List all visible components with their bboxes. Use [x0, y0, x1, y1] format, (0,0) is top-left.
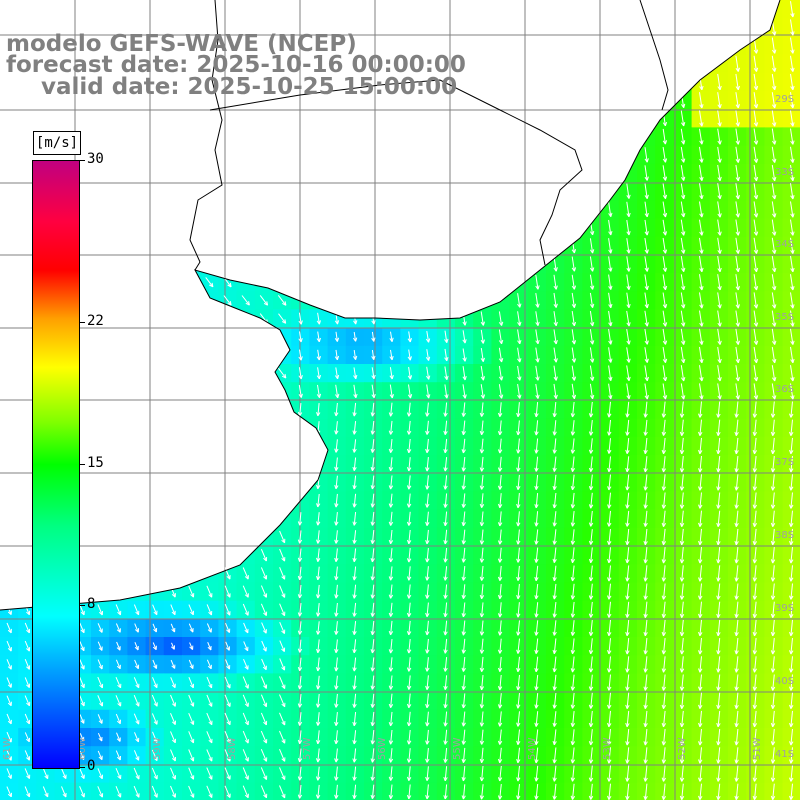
colorbar-tick-mark	[79, 321, 85, 323]
colorbar-tick-label: 8	[87, 596, 96, 613]
colorbar-tick-label: 30	[87, 151, 104, 167]
colorbar-tick-mark	[79, 605, 85, 607]
longitude-label: 55W	[452, 737, 463, 760]
longitude-label: 61W	[2, 737, 13, 760]
colorbar-tick-label: 15	[87, 454, 104, 471]
longitude-label: 56W	[377, 737, 388, 760]
colorbar-tick-mark	[79, 160, 85, 161]
valid-date: valid date: 2025-10-25 15:00:00	[41, 74, 458, 100]
latitude-label: 34S	[775, 239, 794, 250]
longitude-label: 58W	[227, 737, 238, 760]
longitude-label: 51W	[752, 737, 763, 760]
colorbar-tick-label: 22	[87, 312, 104, 329]
colorbar-tick-mark	[79, 463, 85, 465]
colorbar-tick-mark	[79, 767, 85, 768]
latitude-label: 33S	[775, 167, 794, 178]
colorbar	[32, 160, 80, 769]
latitude-label: 38S	[775, 530, 794, 541]
latitude-label: 29S	[775, 94, 794, 105]
colorbar-tick-label: 0	[87, 758, 96, 774]
longitude-label: 53W	[602, 737, 613, 760]
latitude-label: 41S	[775, 749, 794, 760]
latitude-label: 39S	[775, 603, 794, 614]
latitude-label: 40S	[775, 676, 794, 687]
longitude-label: 52W	[677, 737, 688, 760]
latitude-label: 37S	[775, 457, 794, 468]
longitude-label: 57W	[302, 737, 313, 760]
colorbar-unit: [m/s]	[33, 131, 81, 155]
longitude-label: 59W	[152, 737, 163, 760]
latitude-label: 36S	[775, 384, 794, 395]
longitude-label: 54W	[527, 737, 538, 760]
latitude-label: 35S	[775, 312, 794, 323]
